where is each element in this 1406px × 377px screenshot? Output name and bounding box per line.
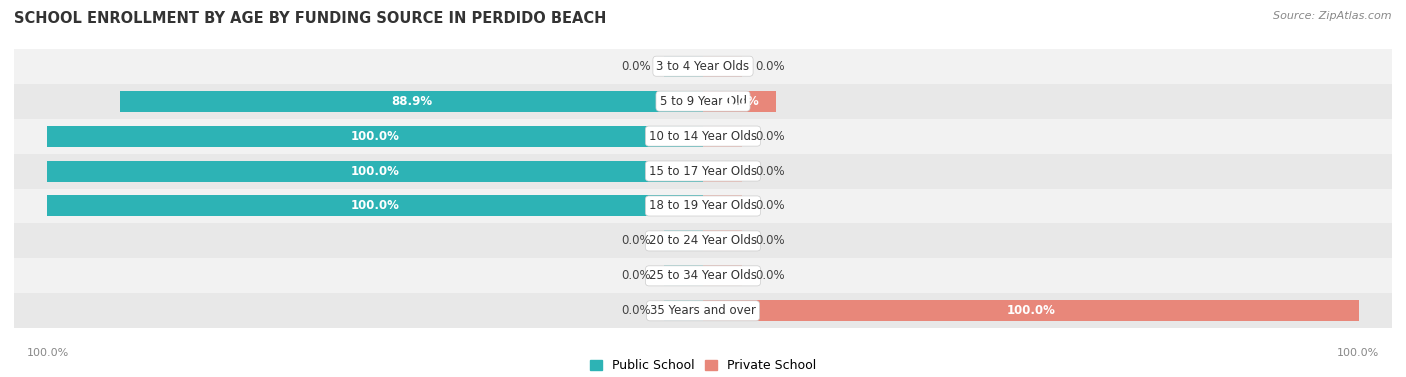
Text: 18 to 19 Year Olds: 18 to 19 Year Olds — [650, 199, 756, 213]
Bar — [120, 90, 703, 112]
Text: 0.0%: 0.0% — [755, 199, 785, 213]
Text: 0.0%: 0.0% — [755, 60, 785, 73]
Bar — [703, 90, 776, 112]
Text: 0.0%: 0.0% — [621, 234, 651, 247]
Text: Source: ZipAtlas.com: Source: ZipAtlas.com — [1274, 11, 1392, 21]
Text: 100.0%: 100.0% — [350, 199, 399, 213]
Text: 100.0%: 100.0% — [1337, 348, 1379, 358]
Bar — [703, 300, 742, 321]
Bar — [14, 224, 1392, 258]
Text: 0.0%: 0.0% — [755, 164, 785, 178]
Bar — [14, 258, 1392, 293]
Text: 0.0%: 0.0% — [621, 269, 651, 282]
Text: 3 to 4 Year Olds: 3 to 4 Year Olds — [657, 60, 749, 73]
Bar — [703, 56, 742, 77]
Text: 35 Years and over: 35 Years and over — [650, 304, 756, 317]
Bar — [14, 153, 1392, 188]
Bar — [46, 196, 703, 216]
Bar — [664, 196, 703, 216]
Bar — [664, 265, 703, 287]
Bar — [703, 230, 742, 251]
Bar — [703, 196, 742, 216]
Bar — [703, 300, 1360, 321]
Text: 0.0%: 0.0% — [621, 60, 651, 73]
Text: 20 to 24 Year Olds: 20 to 24 Year Olds — [650, 234, 756, 247]
Text: 0.0%: 0.0% — [755, 269, 785, 282]
Text: SCHOOL ENROLLMENT BY AGE BY FUNDING SOURCE IN PERDIDO BEACH: SCHOOL ENROLLMENT BY AGE BY FUNDING SOUR… — [14, 11, 606, 26]
Text: 10 to 14 Year Olds: 10 to 14 Year Olds — [650, 130, 756, 143]
Text: 0.0%: 0.0% — [755, 234, 785, 247]
Text: 25 to 34 Year Olds: 25 to 34 Year Olds — [650, 269, 756, 282]
Text: 11.1%: 11.1% — [718, 95, 759, 108]
Bar — [703, 90, 742, 112]
Bar — [703, 126, 742, 147]
Bar — [664, 300, 703, 321]
Text: 100.0%: 100.0% — [350, 164, 399, 178]
Text: 100.0%: 100.0% — [27, 348, 69, 358]
Bar — [14, 49, 1392, 84]
Bar — [46, 161, 703, 181]
Bar — [14, 84, 1392, 119]
Text: 0.0%: 0.0% — [755, 130, 785, 143]
Bar — [46, 126, 703, 147]
Text: 0.0%: 0.0% — [621, 304, 651, 317]
Bar — [664, 161, 703, 181]
Text: 100.0%: 100.0% — [350, 130, 399, 143]
Bar — [664, 230, 703, 251]
Bar — [664, 56, 703, 77]
Text: 5 to 9 Year Old: 5 to 9 Year Old — [659, 95, 747, 108]
Bar — [703, 161, 742, 181]
Bar — [14, 188, 1392, 224]
Bar — [703, 265, 742, 287]
Text: 88.9%: 88.9% — [391, 95, 432, 108]
Bar — [664, 126, 703, 147]
Bar — [14, 119, 1392, 153]
Bar — [664, 90, 703, 112]
Bar — [14, 293, 1392, 328]
Legend: Public School, Private School: Public School, Private School — [585, 354, 821, 377]
Text: 15 to 17 Year Olds: 15 to 17 Year Olds — [650, 164, 756, 178]
Text: 100.0%: 100.0% — [1007, 304, 1056, 317]
